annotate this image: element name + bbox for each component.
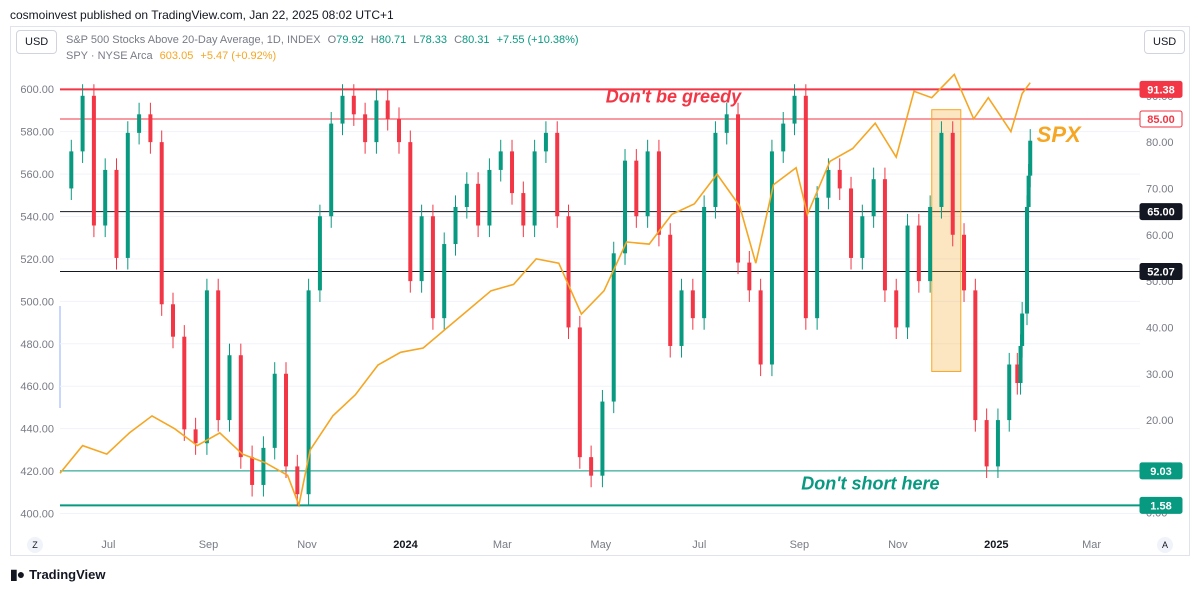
legend-change: +7.55 (+10.38%) [496,34,579,46]
publisher-caption: cosmoinvest published on TradingView.com… [10,8,394,22]
legend-low-label: L [413,34,420,46]
legend-breadth-title: S&P 500 Stocks Above 20-Day Average, 1D,… [66,34,321,46]
legend-close: 80.31 [462,34,490,46]
legend-breadth: S&P 500 Stocks Above 20-Day Average, 1D,… [66,34,579,46]
currency-button-left[interactable]: USD [16,30,58,54]
tradingview-logo-icon: ▮● [10,566,25,582]
footer-brand-label: TradingView [29,567,106,582]
zoom-button[interactable]: Z [27,537,43,553]
currency-button-right[interactable]: USD [1144,30,1186,54]
chart-frame [10,26,1190,556]
legend-spy-price: 603.05 [159,50,194,62]
legend-open: 79.92 [336,34,364,46]
legend-low: 78.33 [419,34,447,46]
legend-spy-change: +5.47 (+0.92%) [200,50,277,62]
footer-brand: ▮● TradingView [10,566,106,583]
legend-spy: SPY · NYSE Arca 603.05 +5.47 (+0.92%) [66,50,276,62]
legend-high-label: H [370,34,379,46]
legend-open-label: O [327,34,337,46]
legend-high: 80.71 [378,34,407,46]
auto-scale-button[interactable]: A [1157,537,1173,553]
legend-spy-title: SPY · NYSE Arca [66,50,153,62]
legend-close-label: C [454,34,463,46]
